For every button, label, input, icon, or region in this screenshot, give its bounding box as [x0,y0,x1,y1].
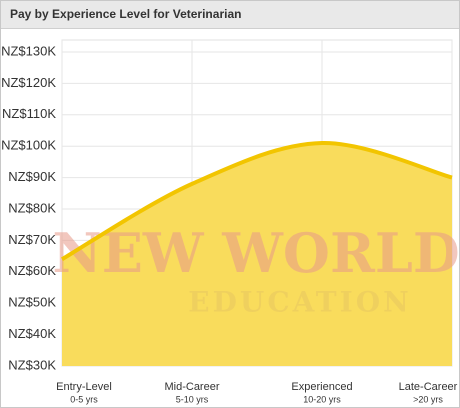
watermark-text: NEW WORLD [52,221,459,285]
x-tick-sublabel: 0-5 yrs [70,394,98,404]
x-tick-label: Entry-Level [56,381,112,393]
y-tick-label: NZ$80K [8,200,56,215]
y-tick-label: NZ$70K [8,232,56,247]
watermark-text: EDUCATION [188,286,411,319]
x-tick-label: Late-Career [399,381,458,393]
line [60,141,453,261]
y-tick-label: NZ$90K [8,169,56,184]
y-tick-label: NZ$130K [1,43,56,58]
y-tick-label: NZ$120K [1,75,56,90]
area [62,143,452,366]
y-tick-label: NZ$40K [8,326,56,341]
header [1,1,459,28]
x-tick-label: Experienced [291,381,352,393]
y-tick-label: NZ$50K [8,295,56,310]
y-tick-label: NZ$100K [1,138,56,153]
x-tick-label: Mid-Career [164,381,219,393]
y-tick-label: NZ$110K [2,106,56,121]
chart-title: Pay by Experience Level for Veterinarian [10,7,241,21]
y-tick-label: NZ$60K [8,263,56,278]
x-tick-sublabel: 5-10 yrs [176,394,209,404]
x-tick-sublabel: >20 yrs [413,394,443,404]
y-tick-label: NZ$30K [8,357,56,372]
x-tick-sublabel: 10-20 yrs [303,394,341,404]
